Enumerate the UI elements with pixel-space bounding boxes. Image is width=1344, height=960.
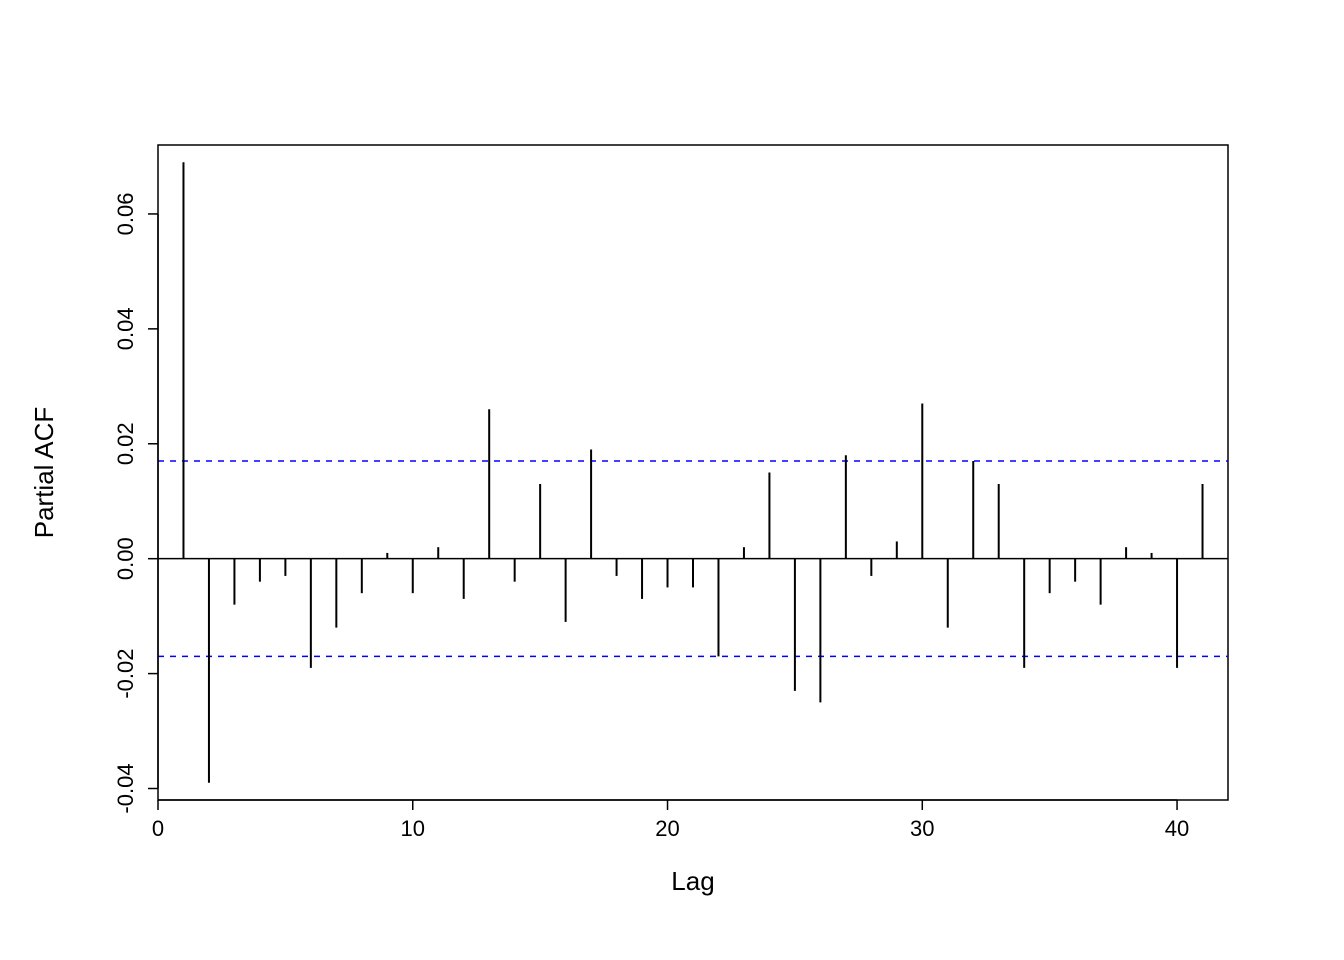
plot-box <box>158 145 1228 800</box>
y-tick-label: -0.04 <box>113 763 138 813</box>
x-axis-label: Lag <box>671 866 714 896</box>
y-tick-label: 0.02 <box>113 422 138 465</box>
x-tick-label: 40 <box>1165 816 1189 841</box>
x-tick-label: 20 <box>655 816 679 841</box>
x-tick-label: 10 <box>401 816 425 841</box>
y-tick-label: -0.02 <box>113 649 138 699</box>
x-tick-label: 30 <box>910 816 934 841</box>
chart-container: 0 10 20 30 40 -0.04 -0.02 0.00 0.02 0.04 0.06 Lag Pa… <box>0 0 1344 960</box>
x-tick-label: 0 <box>152 816 164 841</box>
y-tick-label: 0.04 <box>113 307 138 350</box>
y-tick-label: 0.06 <box>113 193 138 236</box>
y-tick-label: 0.00 <box>113 537 138 580</box>
y-axis-label: Partial ACF <box>29 407 59 539</box>
pacf-plot-svg: 0 10 20 30 40 -0.04 -0.02 0.00 0.02 0.04 0.06 Lag Pa… <box>0 0 1344 960</box>
